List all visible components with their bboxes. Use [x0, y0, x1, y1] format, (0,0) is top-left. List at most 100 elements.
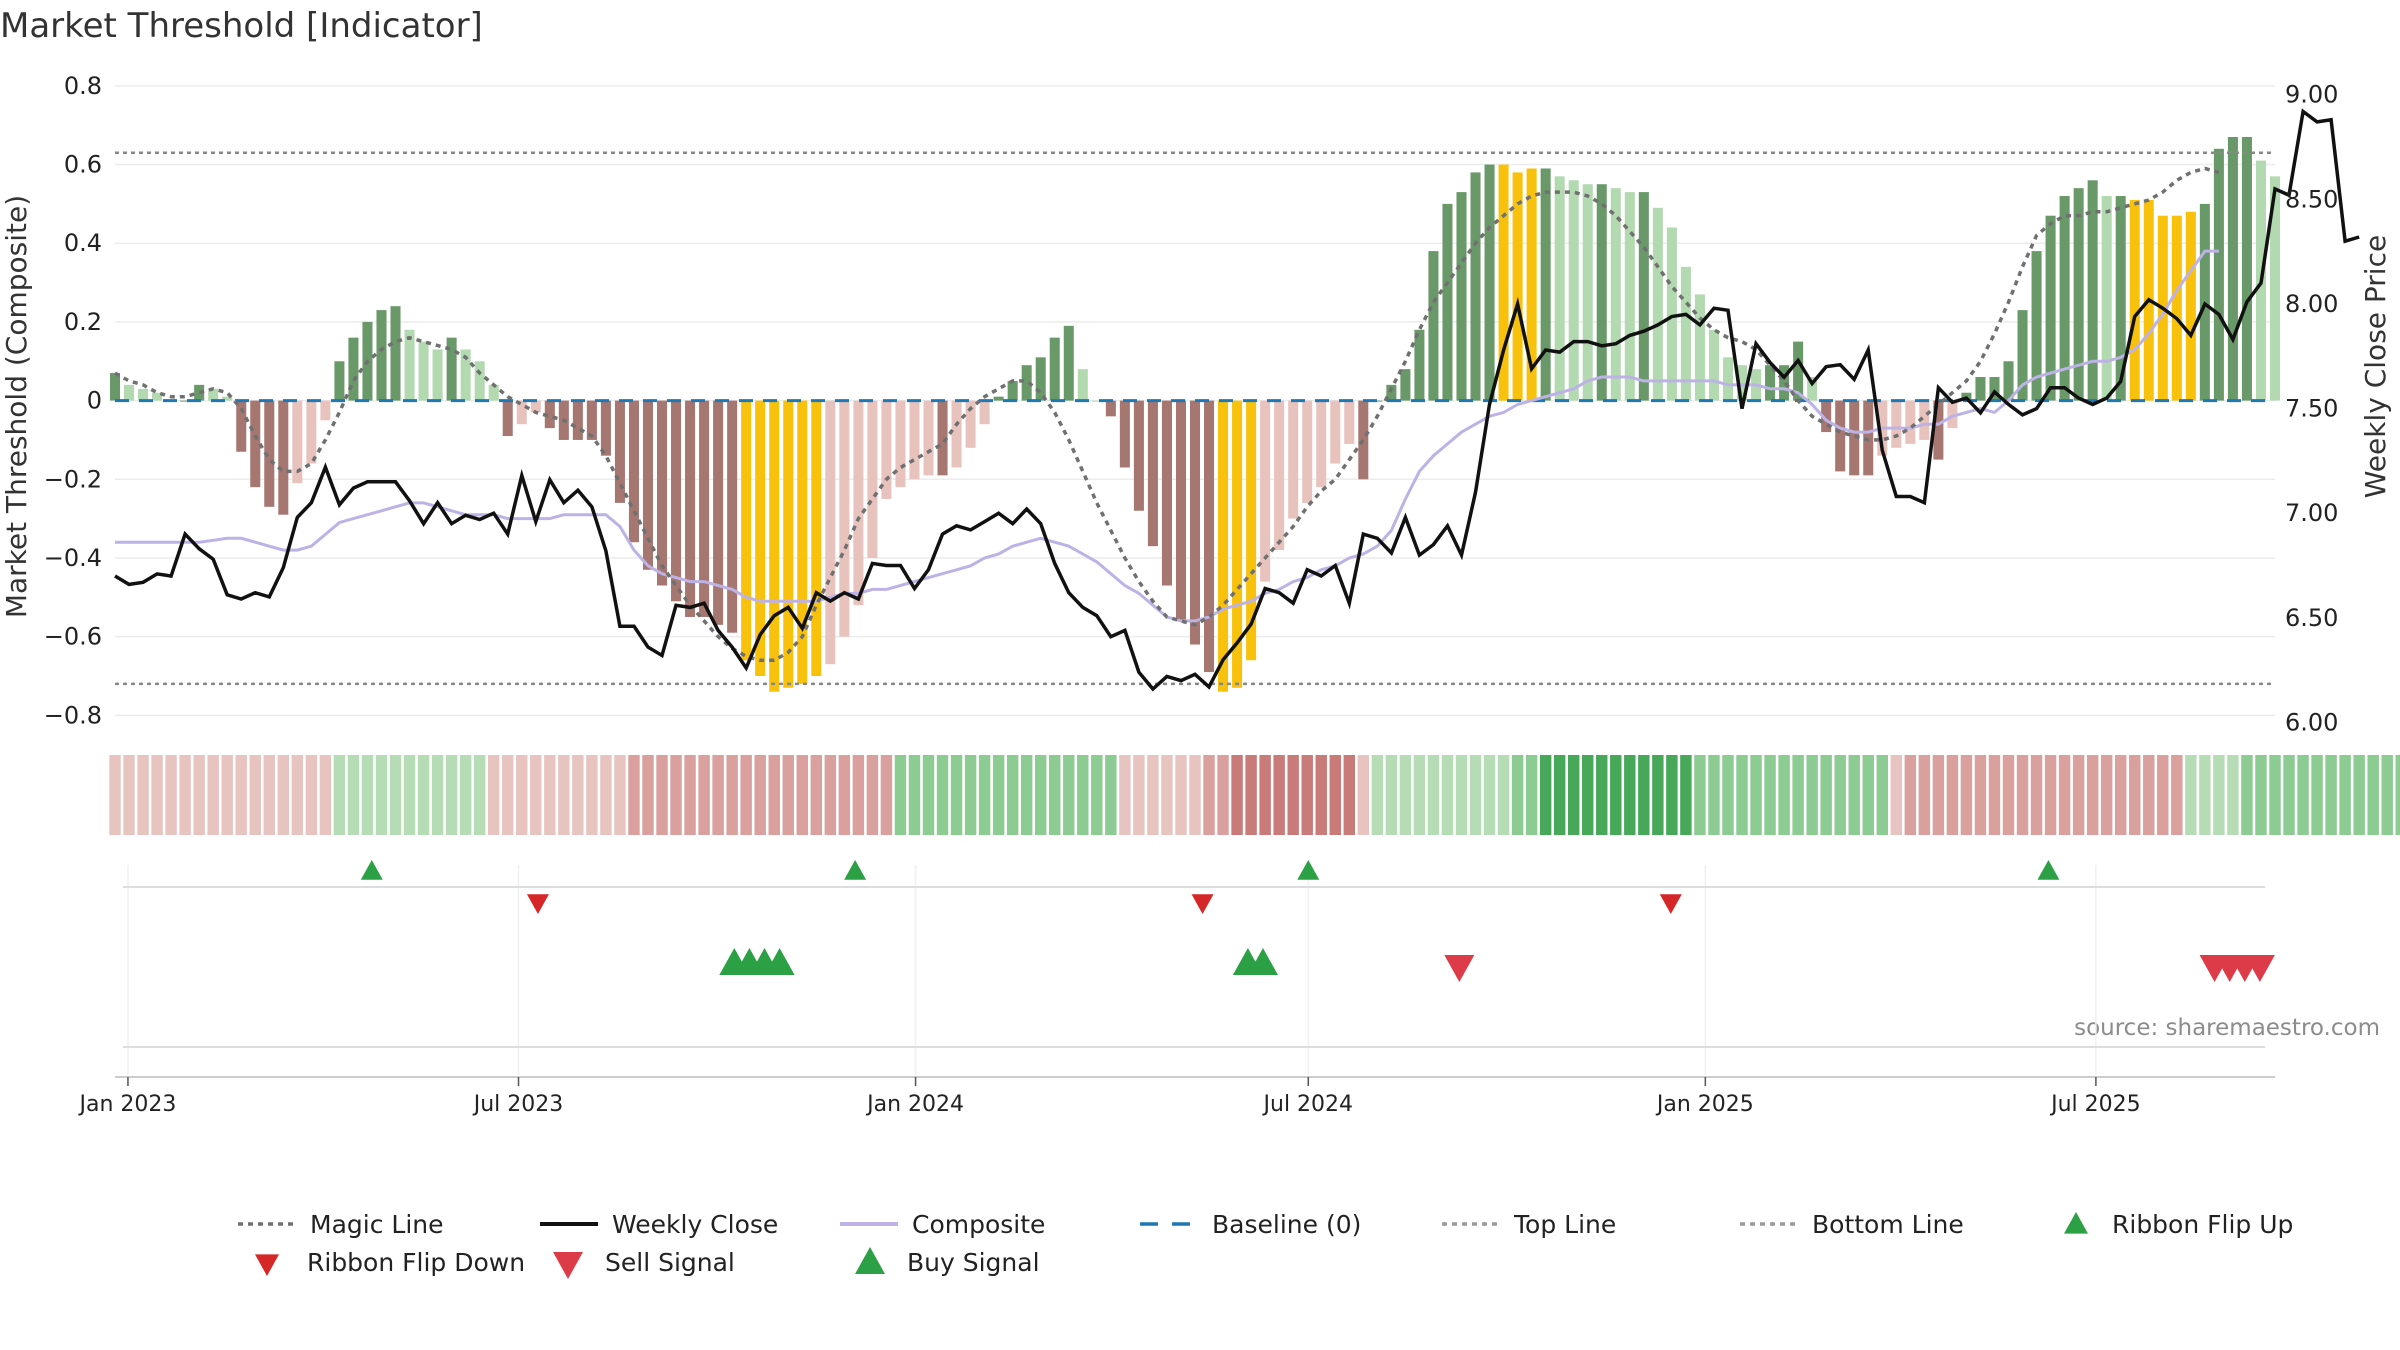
composite-bar: [867, 400, 878, 558]
composite-bar: [502, 400, 513, 437]
composite-bar: [488, 384, 499, 401]
composite-bar: [1975, 376, 1986, 401]
ribbon-cell: [2115, 755, 2127, 835]
ribbon-cell: [516, 755, 528, 835]
composite-bar: [937, 400, 948, 476]
ribbon-cell: [193, 755, 205, 835]
ribbon-cell: [1582, 755, 1594, 835]
composite-bar: [1077, 369, 1088, 401]
ribbon-cell: [2143, 755, 2155, 835]
composite-bar: [979, 400, 990, 425]
legend-label: Weekly Close: [612, 1210, 778, 1239]
ribbon-cell: [445, 755, 458, 835]
ribbon-cell: [1638, 755, 1650, 835]
composite-bar: [993, 396, 1004, 401]
ribbon-cell: [558, 755, 570, 835]
ribbon-cell: [992, 755, 1005, 835]
composite-bar: [2213, 148, 2224, 401]
composite-bar: [1919, 400, 1930, 440]
composite-bar: [1330, 400, 1341, 464]
composite-bar: [2171, 215, 2182, 401]
composite-bar: [685, 400, 696, 617]
composite-bar: [418, 341, 429, 401]
right-tick-label: 6.00: [2285, 708, 2338, 736]
ribbon-cell: [894, 755, 907, 835]
ribbon-cell: [1497, 755, 1510, 835]
ribbon-cell: [1652, 755, 1664, 835]
ribbon-cell: [249, 755, 261, 835]
ribbon-cell: [1063, 755, 1075, 835]
composite-bar: [1582, 184, 1593, 401]
ribbon-cell: [2044, 755, 2057, 835]
ribbon-cell: [530, 755, 542, 835]
composite-bar: [572, 400, 583, 440]
ribbon-cell: [2381, 755, 2393, 835]
composite-bar: [853, 400, 864, 606]
ribbon-cell: [487, 755, 500, 835]
composite-bar: [923, 400, 934, 476]
ribbon-cell: [1890, 755, 1903, 835]
composite-bar: [699, 400, 710, 617]
legend-label: Bottom Line: [1812, 1210, 1964, 1239]
ribbon-cell: [1736, 755, 1748, 835]
ribbon-cell: [2297, 755, 2309, 835]
ribbon-cell: [782, 755, 794, 835]
composite-bar: [1260, 400, 1271, 582]
ribbon-cell: [1287, 755, 1299, 835]
composite-bar: [1807, 376, 1818, 401]
ribbon-cell: [656, 755, 668, 835]
ribbon-cell: [1792, 755, 1804, 835]
composite-bar: [769, 400, 780, 692]
ribbon-cell: [389, 755, 402, 835]
composite-bar: [1288, 400, 1299, 519]
composite-bar: [446, 337, 457, 401]
ribbon-cell: [235, 755, 247, 835]
ribbon-cell: [1091, 755, 1103, 835]
ribbon-cell: [614, 755, 626, 835]
ribbon-cell: [824, 755, 837, 835]
composite-bar: [1232, 400, 1243, 688]
ribbon-cell: [2016, 755, 2029, 835]
ribbon-cell: [1708, 755, 1720, 835]
right-axis-label: Weekly Close Price: [2359, 235, 2392, 498]
composite-bar: [839, 400, 850, 637]
ribbon-cell: [1876, 755, 1888, 835]
composite-bar: [1063, 325, 1074, 401]
composite-bar: [432, 349, 443, 401]
ribbon-cell: [740, 755, 752, 835]
source-note: source: sharemaestro.com: [2074, 1015, 2380, 1041]
composite-bar: [109, 373, 121, 401]
ribbon-cell: [2086, 755, 2099, 835]
left-tick-label: −0.2: [44, 465, 102, 493]
ribbon-cell: [810, 755, 823, 835]
ribbon-cell: [1329, 755, 1341, 835]
ribbon-cell: [2227, 755, 2239, 835]
ribbon-cell: [768, 755, 780, 835]
composite-bar: [1933, 400, 1944, 460]
ribbon-cell: [1610, 755, 1622, 835]
ribbon-cell: [165, 755, 177, 835]
composite-bar: [2087, 180, 2098, 401]
legend-label: Magic Line: [310, 1210, 444, 1239]
composite-bar: [671, 400, 682, 602]
ribbon-flip-up-marker: [844, 860, 867, 880]
ribbon-cell: [1834, 755, 1846, 835]
composite-bar: [1947, 400, 1958, 429]
ribbon-cell: [1133, 755, 1145, 835]
ribbon-cell: [1680, 755, 1692, 835]
ribbon-cell: [1301, 755, 1313, 835]
composite-bar: [1610, 188, 1621, 401]
composite-bar: [1386, 384, 1397, 401]
composite-bar: [1765, 365, 1776, 401]
right-tick-label: 6.50: [2285, 604, 2338, 632]
composite-bar: [320, 400, 331, 421]
ribbon-cell: [1469, 755, 1482, 835]
composite-bar: [124, 384, 135, 401]
composite-bar: [1274, 400, 1285, 551]
ribbon-cell: [1427, 755, 1440, 835]
x-tick-label: Jan 2025: [1655, 1092, 1754, 1117]
composite-bar: [1119, 400, 1130, 468]
ribbon-cell: [502, 755, 514, 835]
composite-bar: [222, 396, 233, 401]
composite-bar: [1358, 400, 1369, 480]
